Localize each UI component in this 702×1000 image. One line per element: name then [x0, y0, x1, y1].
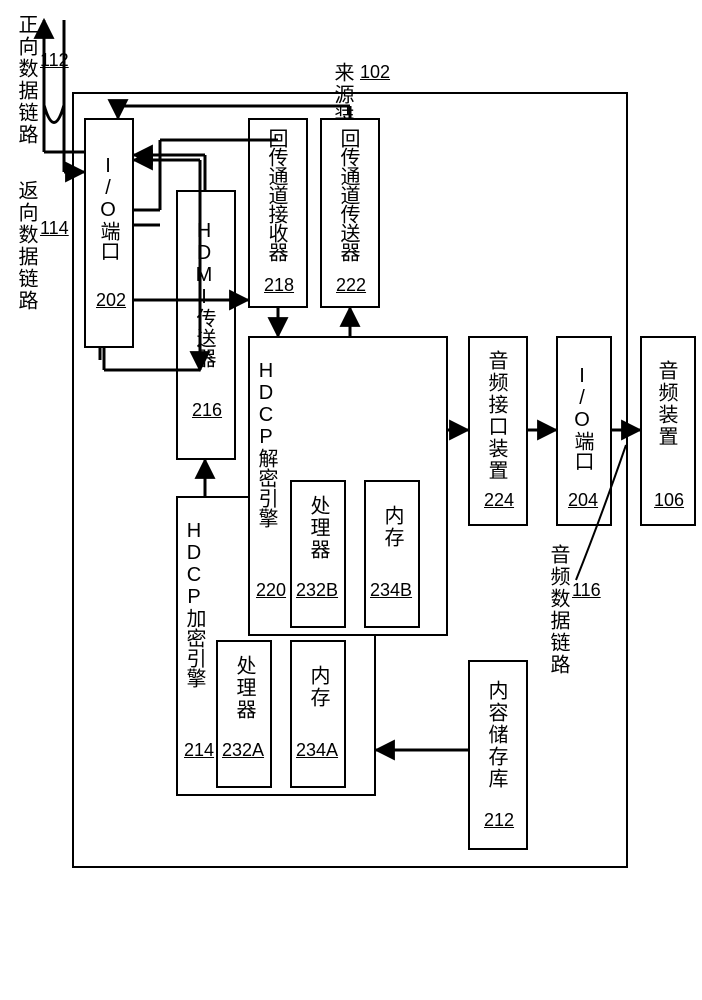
audio-if-ref: 224 — [484, 490, 514, 511]
rc-tx-ref: 222 — [336, 275, 366, 296]
source-device-ref: 102 — [360, 62, 390, 83]
hdmi-tx-ref: 216 — [192, 400, 222, 421]
proc-b-label: 处理器 — [306, 495, 330, 561]
rc-tx-label: 回传通道传送器 — [336, 128, 360, 261]
return-link-ref: 114 — [40, 218, 69, 239]
forward-link-label: 正向数据链路 — [14, 14, 38, 146]
mem-a-box — [290, 640, 346, 788]
hdcp-enc-label: HDCP加密引擎 — [182, 520, 206, 688]
mem-a-label: 内存 — [306, 665, 330, 709]
audio-device-label: 音频装置 — [654, 360, 678, 448]
proc-a-ref: 232A — [222, 740, 264, 761]
audio-link-ref: 116 — [572, 580, 601, 601]
audio-device-ref: 106 — [654, 490, 684, 511]
content-store-label: 内容储存库 — [484, 680, 508, 790]
rc-rx-label: 回传通道接收器 — [264, 128, 288, 261]
audio-link-label: 音频数据链路 — [546, 544, 570, 676]
proc-b-ref: 232B — [296, 580, 338, 601]
mem-b-ref: 234B — [370, 580, 412, 601]
content-store-ref: 212 — [484, 810, 514, 831]
forward-link-ref: 112 — [40, 50, 69, 71]
hdcp-enc-ref: 214 — [184, 740, 214, 761]
rc-rx-ref: 218 — [264, 275, 294, 296]
io-port-bot-ref: 204 — [568, 490, 598, 511]
mem-b-box — [364, 480, 420, 628]
mem-b-label: 内存 — [380, 505, 404, 549]
hdcp-dec-label: HDCP解密引擎 — [254, 360, 278, 528]
io-port-bot-label: I/O端口 — [570, 365, 594, 471]
hdmi-tx-label: HDMI传送器 — [192, 220, 216, 368]
mem-a-ref: 234A — [296, 740, 338, 761]
return-link-label: 返向数据链路 — [14, 180, 38, 312]
io-port-top-label: I/O端口 — [96, 155, 120, 261]
io-port-top-ref: 202 — [96, 290, 126, 311]
proc-a-label: 处理器 — [232, 655, 256, 721]
audio-if-label: 音频接口装置 — [484, 350, 508, 482]
hdcp-dec-ref: 220 — [256, 580, 286, 601]
